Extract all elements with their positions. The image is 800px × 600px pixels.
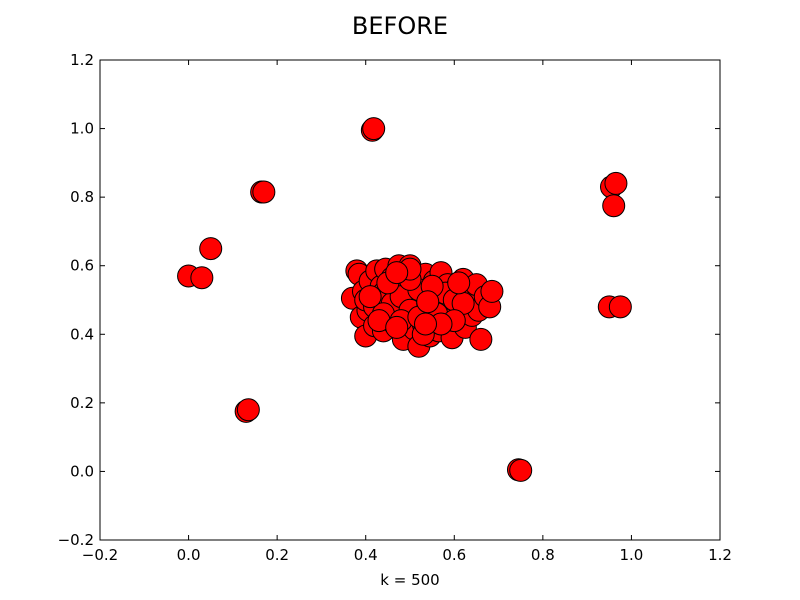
x-axis-ticks: −0.2 0.0 0.2 0.4 0.6 0.8 1.0 1.2	[82, 60, 732, 564]
scatter-point	[416, 290, 440, 314]
scatter-point	[362, 117, 386, 141]
scatter-point	[385, 315, 409, 339]
x-axis-label: k = 500	[380, 571, 439, 589]
scatter-point	[608, 295, 632, 319]
scatter-point	[469, 327, 493, 351]
scatter-point	[414, 312, 437, 336]
scatter-point	[252, 180, 276, 204]
scatter-point	[604, 171, 628, 195]
x-tick-label: 0.0	[177, 546, 201, 564]
y-tick-label: 0.8	[70, 188, 94, 206]
plot-frame	[99, 59, 721, 541]
scatter-point	[602, 194, 626, 218]
y-tick-label: 0.6	[70, 257, 94, 275]
y-tick-label: 0.2	[70, 394, 94, 412]
scatter-point	[385, 261, 409, 285]
y-axis-ticks: −0.2 0.0 0.2 0.4 0.6 0.8 1.0 1.2	[58, 51, 720, 549]
x-tick-label: 0.8	[531, 546, 555, 564]
chart-title: BEFORE	[352, 12, 448, 40]
scatter-point	[358, 285, 382, 309]
y-tick-label: 1.0	[70, 120, 94, 138]
x-tick-label: −0.2	[82, 546, 118, 564]
y-tick-label: −0.2	[58, 531, 94, 549]
x-tick-label: 1.0	[619, 546, 643, 564]
y-tick-label: 0.4	[70, 325, 94, 343]
scatter-point	[199, 237, 223, 261]
x-tick-label: 0.2	[265, 546, 289, 564]
scatter-point	[236, 398, 260, 422]
y-tick-label: 1.2	[70, 51, 94, 69]
scatter-point	[480, 279, 504, 303]
x-tick-label: 0.6	[442, 546, 466, 564]
plot-area	[177, 117, 632, 482]
x-tick-label: 0.4	[354, 546, 378, 564]
scatter-point	[509, 458, 533, 482]
y-tick-label: 0.0	[70, 462, 94, 480]
scatter-point	[447, 271, 471, 295]
scatter-point	[190, 266, 214, 290]
x-tick-label: 1.2	[708, 546, 732, 564]
data-points	[177, 117, 632, 482]
